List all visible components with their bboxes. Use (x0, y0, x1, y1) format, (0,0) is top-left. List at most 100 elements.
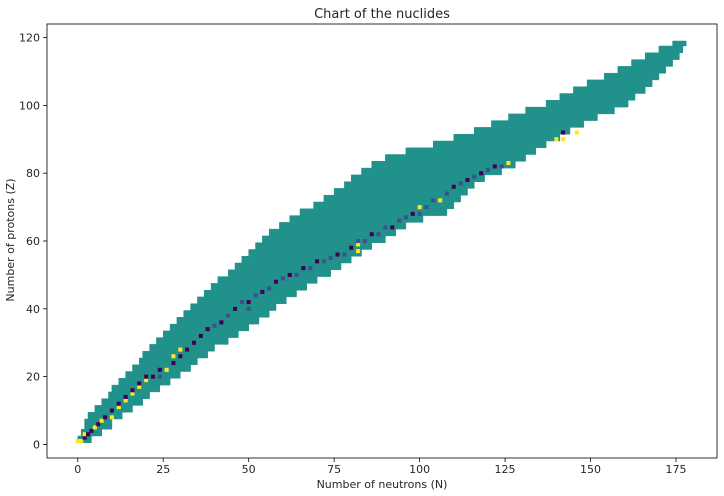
nuclide-point (267, 286, 272, 291)
nuclide-point (561, 137, 566, 142)
nuclide-point (137, 381, 142, 386)
nuclide-point (171, 354, 176, 359)
nuclide-point (424, 205, 429, 210)
nuclide-point (349, 245, 354, 250)
x-axis-label: Number of neutrons (N) (317, 478, 448, 491)
nuclide-point (472, 174, 477, 179)
nuclide-point (246, 300, 251, 305)
y-tick-label: 0 (33, 438, 40, 451)
y-tick-label: 80 (26, 167, 40, 180)
nuclide-point (123, 398, 128, 403)
nuclide-point (417, 211, 422, 216)
nuclide-point (239, 300, 244, 305)
nuclide-point (390, 225, 395, 230)
nuclide-point (144, 378, 149, 383)
nuclide-point (99, 418, 104, 423)
nuclide-point (191, 340, 196, 345)
nuclide-point (116, 405, 121, 410)
nuclide-point (301, 266, 306, 271)
nuclide-point (356, 242, 361, 247)
nuclide-point (561, 130, 566, 135)
chart-title: Chart of the nuclides (314, 7, 450, 22)
nuclide-point (157, 374, 162, 379)
nuclide-point (506, 161, 511, 166)
nuclide-point (397, 218, 402, 223)
nuclide-point (492, 164, 497, 169)
nuclide-point (403, 215, 408, 220)
nuclide-point (342, 252, 347, 257)
nuclide-point (465, 177, 470, 182)
nuclide-point (280, 276, 285, 281)
nuclide-point (328, 255, 333, 260)
y-axis-label: Number of protons (Z) (4, 178, 17, 301)
nuclide-point (82, 432, 87, 437)
nuclide-point (499, 164, 504, 169)
nuclide-point (75, 439, 80, 444)
nuclide-point (96, 422, 101, 427)
nuclide-point (157, 367, 162, 372)
nuclide-band (77, 40, 687, 443)
nuclide-point (130, 391, 135, 396)
nuclide-point (233, 306, 238, 311)
nuclide-point (226, 313, 231, 318)
nuclide-point (321, 259, 326, 264)
nuclide-point (383, 225, 388, 230)
plot-area (75, 40, 687, 444)
x-tick-label: 150 (580, 463, 601, 476)
nuclide-point (294, 272, 299, 277)
nuclide-point (362, 239, 367, 244)
nuclide-point (79, 439, 84, 444)
nuclide-point (417, 205, 422, 210)
nuclide-point (185, 347, 190, 352)
nuclide-point (123, 394, 128, 399)
nuclide-point (82, 435, 87, 440)
nuclide-point (178, 347, 183, 352)
nuclide-point (369, 232, 374, 237)
nuclide-point (315, 259, 320, 264)
nuclide-point (438, 198, 443, 203)
nuclide-point (356, 249, 361, 254)
nuclide-point (116, 401, 121, 406)
y-tick-label: 60 (26, 235, 40, 248)
nuclide-point (458, 181, 463, 186)
nuclide-point (260, 289, 265, 294)
nuclide-point (485, 167, 490, 172)
nuclide-point (554, 137, 559, 142)
nuclide-point (150, 374, 155, 379)
nuclide-point (109, 415, 114, 420)
nuclide-point (219, 320, 224, 325)
nuclide-point (178, 354, 183, 359)
y-tick-label: 120 (19, 32, 40, 45)
nuclide-point (444, 191, 449, 196)
nuclide-point (144, 374, 149, 379)
x-tick-label: 175 (665, 463, 686, 476)
nuclide-point (205, 327, 210, 332)
nuclide-point (287, 272, 292, 277)
nuclide-point (137, 384, 142, 389)
y-tick-label: 20 (26, 371, 40, 384)
nuclide-point (164, 367, 169, 372)
nuclide-point (198, 333, 203, 338)
nuclide-point (130, 388, 135, 393)
nuclide-point (109, 408, 114, 413)
y-tick-label: 100 (19, 99, 40, 112)
nuclide-point (479, 171, 484, 176)
x-tick-label: 50 (242, 463, 256, 476)
nuclide-point (103, 415, 108, 420)
nuclide-point (253, 293, 258, 298)
nuclide-point (451, 184, 456, 189)
x-tick-label: 125 (495, 463, 516, 476)
x-tick-label: 75 (327, 463, 341, 476)
nuclide-point (274, 279, 279, 284)
nuclide-point (246, 306, 251, 311)
nuclide-point (410, 211, 415, 216)
nuclide-point (431, 198, 436, 203)
y-tick-label: 40 (26, 303, 40, 316)
x-tick-label: 25 (156, 463, 170, 476)
nuclide-point (376, 232, 381, 237)
nuclide-point (86, 432, 91, 437)
nuclide-point (89, 428, 94, 433)
nuclide-point (212, 323, 217, 328)
nuclide-point (308, 266, 313, 271)
